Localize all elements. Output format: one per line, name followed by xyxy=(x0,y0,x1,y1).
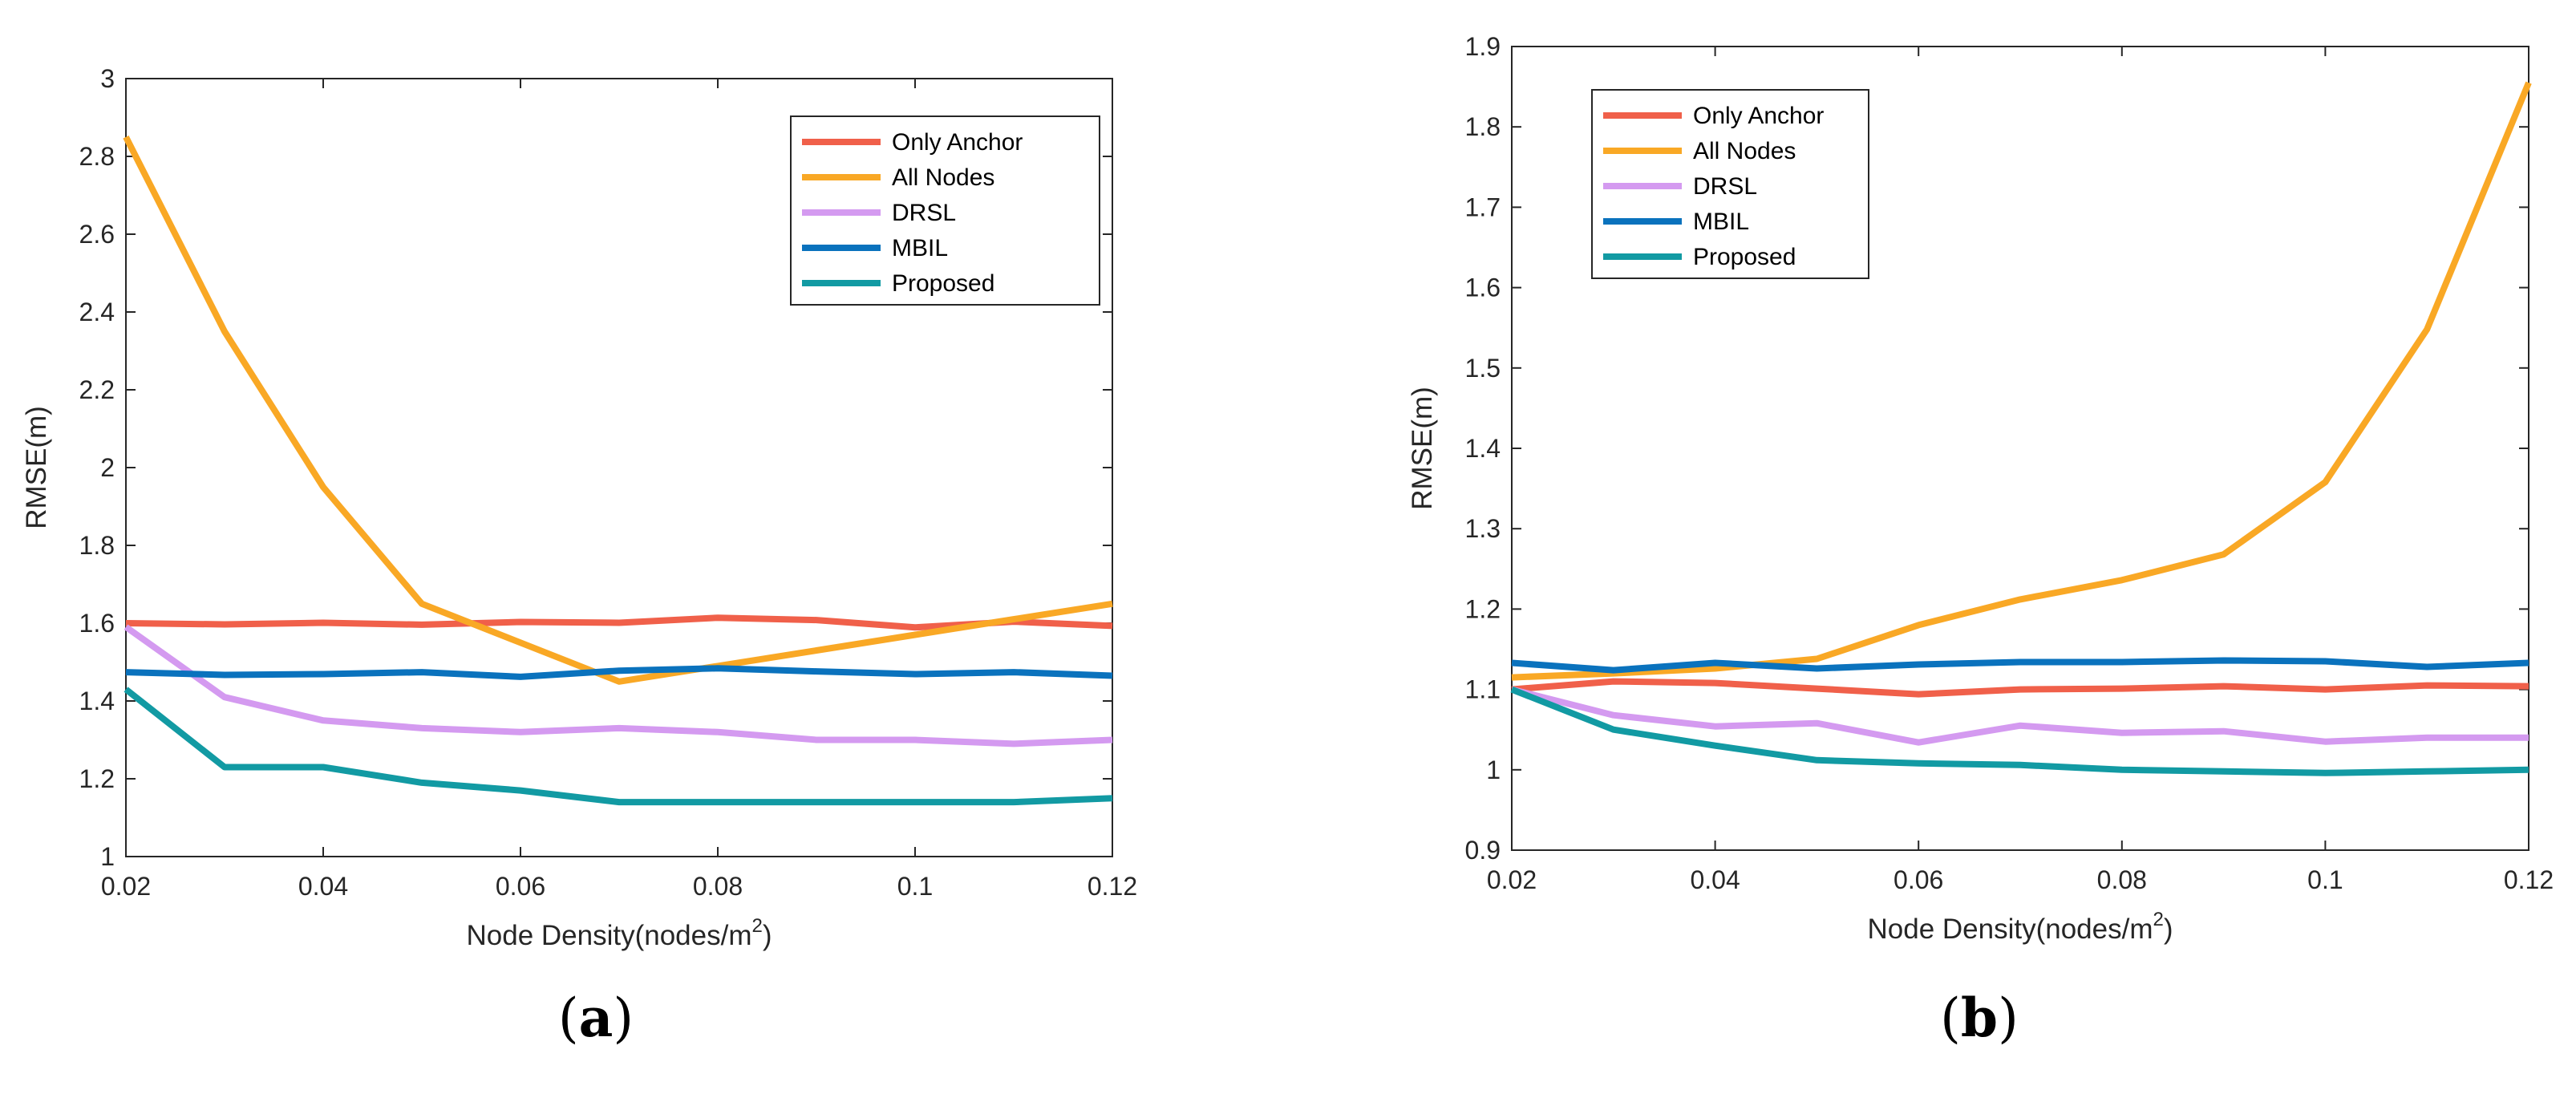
series-line-only-anchor xyxy=(1511,678,2529,698)
x-tick-label: 0.1 xyxy=(2307,865,2343,894)
x-tick-label: 0.02 xyxy=(101,872,151,901)
series-line-drsl xyxy=(1511,686,2529,746)
chart-b: 0.9 1 1.1 1.2 1.3 1.4 1.5 1.6 1.7 1.8 1.9 0.02 0.04 0… xyxy=(1407,32,2554,1049)
panel-label: (a) xyxy=(558,986,634,1049)
y-tick-label: 1.3 xyxy=(1465,514,1501,543)
x-tick-label: 0.12 xyxy=(1088,872,1137,901)
y-tick-label: 1.8 xyxy=(1465,112,1501,141)
x-tick-label: 0.1 xyxy=(897,872,933,901)
panel-label-open: ( xyxy=(1940,987,1961,1049)
legend-label-mbil: MBIL xyxy=(1693,209,1749,235)
y-tick-label: 1.1 xyxy=(1465,675,1501,704)
panel-label-letter: a xyxy=(579,986,614,1049)
legend: Only Anchor All Nodes DRSL MBIL Proposed xyxy=(790,115,1100,306)
x-tick-label: 0.08 xyxy=(2097,865,2147,894)
x-tick-label: 0.08 xyxy=(693,872,743,901)
x-axis-label-main: Node Density(nodes/m xyxy=(466,920,751,951)
series-line-all-nodes xyxy=(123,135,1113,685)
legend-label-proposed: Proposed xyxy=(892,270,994,297)
x-axis-label: Node Density(nodes/m2) xyxy=(466,915,772,951)
legend-label-drsl: DRSL xyxy=(892,200,956,226)
legend: Only Anchor All Nodes DRSL MBIL Proposed xyxy=(1591,89,1869,279)
series-line-proposed xyxy=(124,687,1113,806)
chart-a: 1 1.2 1.4 1.6 1.8 2 2.2 2.4 2.6 2.8 3 0.02 0.04 0.06 0… xyxy=(21,64,1137,1049)
legend-label-mbil: MBIL xyxy=(892,235,948,261)
y-tick-label: 1 xyxy=(100,842,115,871)
y-tick-label: 1.8 xyxy=(79,531,115,560)
legend-label-proposed: Proposed xyxy=(1693,244,1796,270)
panel-label-close: ) xyxy=(613,987,634,1049)
x-axis-label-close: ) xyxy=(2164,914,2173,945)
legend-label-all-nodes: All Nodes xyxy=(1693,138,1796,164)
y-tick-label: 0.9 xyxy=(1465,836,1501,865)
y-axis-label: RMSE(m) xyxy=(21,406,52,529)
y-tick-label: 1.2 xyxy=(1465,594,1501,623)
legend-label-only-anchor: Only Anchor xyxy=(892,129,1023,156)
y-tick-label: 1.4 xyxy=(79,687,115,715)
x-tick-label: 0.04 xyxy=(298,872,348,901)
series-line-proposed xyxy=(1510,686,2529,776)
panel-label-letter: b xyxy=(1961,986,1998,1049)
x-axis-label-main: Node Density(nodes/m xyxy=(1867,914,2153,945)
x-tick-label: 0.06 xyxy=(496,872,545,901)
series-line-mbil xyxy=(125,665,1113,680)
legend-label-all-nodes: All Nodes xyxy=(892,164,994,191)
y-tick-label: 1.9 xyxy=(1465,32,1501,61)
x-tick-label: 0.12 xyxy=(2504,865,2554,894)
y-tick-label: 1.6 xyxy=(79,609,115,638)
x-axis-label-sup: 2 xyxy=(751,915,762,937)
x-tick-label: 0.06 xyxy=(1894,865,1943,894)
y-tick-label: 1 xyxy=(1486,756,1501,784)
x-axis-label-sup: 2 xyxy=(2153,909,2163,930)
y-tick-label: 2 xyxy=(100,453,115,482)
y-tick-label: 2.6 xyxy=(79,220,115,249)
y-tick-label: 1.2 xyxy=(79,764,115,793)
y-tick-label: 1.7 xyxy=(1465,192,1501,221)
panel-label: (b) xyxy=(1940,986,2019,1049)
legend-label-drsl: DRSL xyxy=(1693,173,1757,200)
y-tick-label: 2.4 xyxy=(79,298,115,326)
y-tick-label: 1.5 xyxy=(1465,354,1501,383)
panel-label-close: ) xyxy=(1998,987,2019,1049)
legend-label-only-anchor: Only Anchor xyxy=(1693,103,1824,129)
x-tick-label: 0.02 xyxy=(1487,865,1537,894)
series-line-mbil xyxy=(1511,657,2529,674)
panel-label-open: ( xyxy=(558,987,579,1049)
series-line-all-nodes xyxy=(1511,81,2532,681)
series-line-only-anchor xyxy=(125,614,1113,631)
y-tick-label: 2.2 xyxy=(79,375,115,404)
y-tick-label: 2.8 xyxy=(79,142,115,171)
y-axis-label: RMSE(m) xyxy=(1407,387,1438,510)
y-tick-label: 1.4 xyxy=(1465,434,1501,463)
x-tick-label: 0.04 xyxy=(1690,865,1740,894)
x-axis-label: Node Density(nodes/m2) xyxy=(1867,909,2173,945)
y-tick-label: 3 xyxy=(100,64,115,93)
series-line-drsl xyxy=(124,624,1113,747)
x-axis-label-close: ) xyxy=(763,920,772,951)
y-tick-label: 1.6 xyxy=(1465,273,1501,302)
